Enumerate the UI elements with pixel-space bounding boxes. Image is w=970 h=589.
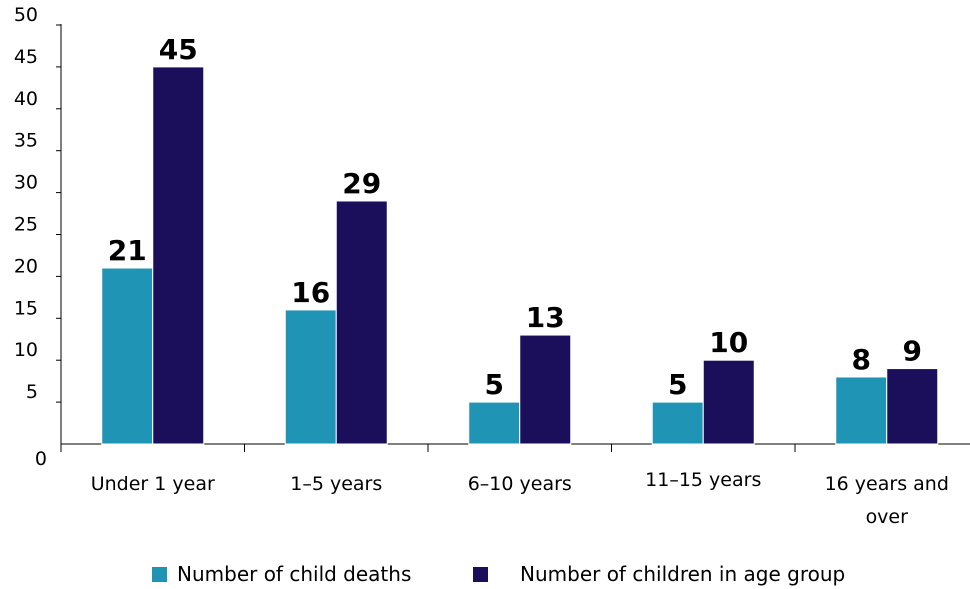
data-label: 13 (526, 301, 565, 334)
legend-item-children: Number of children in age group (473, 562, 845, 586)
bar-child-deaths (284, 309, 337, 445)
legend: Number of child deaths Number of childre… (0, 562, 970, 589)
data-label: 16 (291, 276, 330, 309)
data-label: 5 (668, 368, 687, 401)
bar-child-deaths (835, 376, 888, 445)
legend-swatch-deaths (152, 566, 167, 582)
y-tick-label: 0 (35, 448, 47, 470)
data-label: 10 (709, 326, 748, 359)
bar-children-in-age-group (702, 359, 755, 445)
bar-children-in-age-group (519, 334, 572, 445)
x-category-label: 1–5 years (290, 473, 382, 495)
bar-child-deaths (651, 401, 704, 445)
data-label: 21 (108, 234, 147, 267)
legend-item-deaths: Number of child deaths (152, 562, 411, 586)
y-tick-label: 30 (14, 172, 38, 194)
x-category-label: 6–10 years (468, 473, 572, 495)
legend-swatch-children (473, 566, 488, 582)
y-tick-label: 40 (14, 88, 38, 110)
bar-children-in-age-group (335, 200, 388, 445)
legend-label-deaths: Number of child deaths (177, 562, 412, 586)
data-label: 9 (903, 335, 922, 368)
labels: 21 45 Under 1 year 16 29 1–5 years 5 13 6–10 yea… (91, 33, 949, 528)
x-category-label: Under 1 year (91, 473, 215, 495)
legend-label-children: Number of children in age group (520, 562, 846, 586)
y-tick-label: 50 (14, 4, 38, 26)
data-label: 5 (485, 368, 504, 401)
y-tick-label: 35 (14, 130, 38, 152)
y-tick-label: 5 (26, 381, 38, 403)
x-category-label: 16 years and over (825, 473, 949, 528)
bar-children-in-age-group (152, 66, 205, 445)
y-tick-label: 20 (14, 255, 38, 277)
data-label: 29 (342, 167, 381, 200)
bar-child-deaths (101, 267, 154, 445)
y-tick-label: 25 (14, 214, 38, 236)
y-tick-label: 45 (14, 46, 38, 68)
data-label: 45 (159, 33, 198, 66)
bars (101, 66, 939, 445)
data-label: 8 (852, 343, 871, 376)
y-tick-label: 10 (14, 339, 38, 361)
bar-child-deaths (468, 401, 521, 445)
x-category-label: 11–15 years (645, 469, 761, 491)
y-tick-label: 15 (14, 297, 38, 319)
bar-children-in-age-group (886, 368, 939, 445)
axes: 0 5 10 15 20 25 30 35 40 45 50 (14, 4, 970, 470)
